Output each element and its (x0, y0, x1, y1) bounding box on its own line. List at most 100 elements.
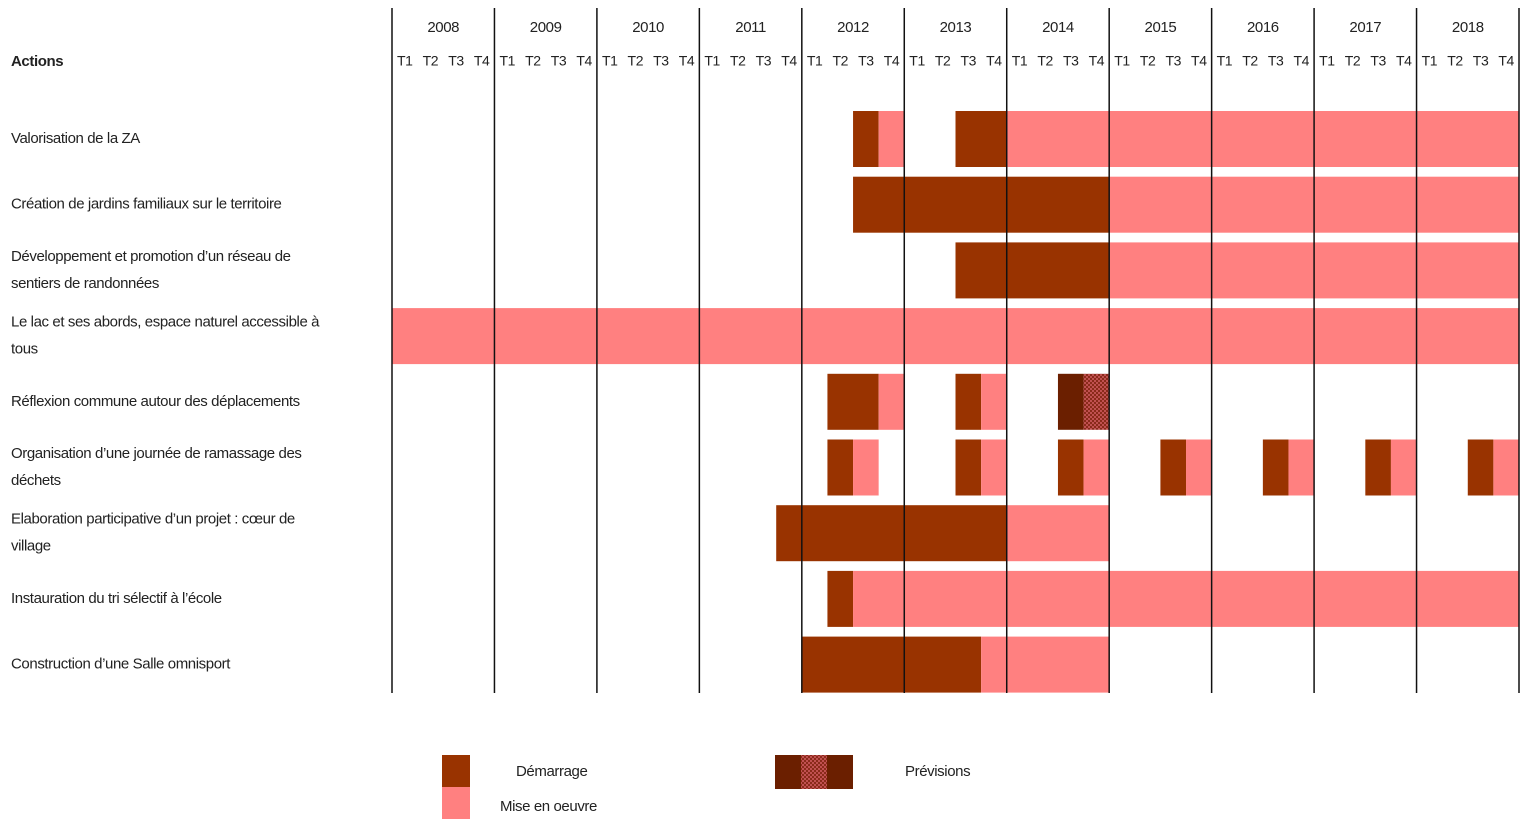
task-bar (1493, 439, 1519, 496)
task-bar (981, 636, 1110, 693)
quarter-label: T3 (961, 53, 977, 69)
task-bar (1057, 439, 1084, 496)
task-bar (827, 439, 854, 496)
task-bar (776, 505, 1007, 562)
task-bar (1186, 439, 1212, 496)
quarter-label: T3 (1165, 53, 1181, 69)
quarter-label: T4 (1294, 53, 1310, 69)
legend-swatch (827, 755, 853, 789)
quarter-label: T4 (576, 53, 592, 69)
quarter-label: T2 (1447, 53, 1463, 69)
quarter-label: T1 (909, 53, 925, 69)
task-bar (878, 111, 905, 167)
task-bar (1262, 439, 1289, 496)
task-bar (853, 570, 1519, 627)
quarter-label: T3 (756, 53, 772, 69)
quarter-label: T2 (628, 53, 644, 69)
task-bar (392, 308, 1519, 365)
quarter-label: T2 (1140, 53, 1156, 69)
quarter-label: T1 (397, 53, 413, 69)
task-label: Construction d’une Salle omnisport (11, 656, 231, 673)
task-label: tous (11, 341, 38, 358)
quarter-label: T2 (1345, 53, 1361, 69)
year-label: 2008 (427, 19, 459, 36)
task-bar (955, 111, 1007, 167)
task-bar (853, 439, 879, 496)
task-label: Réflexion commune autour des déplacement… (11, 393, 300, 410)
quarter-label: T4 (1191, 53, 1207, 69)
task-label: Développement et promotion d’un réseau d… (11, 248, 291, 265)
quarter-label: T1 (1114, 53, 1130, 69)
year-label: 2017 (1349, 19, 1381, 36)
quarter-label: T2 (1242, 53, 1258, 69)
task-bar (981, 439, 1007, 496)
legend-label: Démarrage (516, 763, 587, 780)
task-bar (1160, 439, 1187, 496)
task-bar (1467, 439, 1494, 496)
task-bar (1365, 439, 1391, 496)
task-bar (1390, 439, 1417, 496)
year-label: 2013 (940, 19, 972, 36)
year-label: 2015 (1145, 19, 1177, 36)
quarter-label: T1 (602, 53, 618, 69)
task-bar (801, 636, 982, 693)
legend-swatch (442, 787, 470, 819)
quarter-label: T3 (1063, 53, 1079, 69)
quarter-label: T3 (858, 53, 874, 69)
task-bar (1288, 439, 1315, 496)
task-bar (1006, 505, 1110, 562)
quarter-label: T3 (1268, 53, 1284, 69)
quarter-label: T3 (1473, 53, 1489, 69)
task-bar (955, 373, 982, 430)
quarter-label: T2 (935, 53, 951, 69)
task-bar (981, 373, 1007, 430)
quarter-label: T3 (448, 53, 464, 69)
task-label: Création de jardins familiaux sur le ter… (11, 196, 282, 213)
legend-swatch (801, 755, 827, 789)
quarter-label: T1 (499, 53, 515, 69)
task-bar (878, 373, 905, 430)
quarter-label: T4 (781, 53, 797, 69)
task-bar (1006, 111, 1519, 167)
quarter-label: T1 (1012, 53, 1028, 69)
task-bar (1083, 373, 1110, 430)
task-bar (1057, 373, 1084, 430)
quarter-label: T2 (423, 53, 439, 69)
quarter-label: T2 (730, 53, 746, 69)
quarter-label: T3 (653, 53, 669, 69)
year-label: 2012 (837, 19, 869, 36)
quarter-label: T4 (679, 53, 695, 69)
quarter-label: T2 (525, 53, 541, 69)
quarter-label: T3 (551, 53, 567, 69)
task-bar (827, 570, 854, 627)
quarter-label: T4 (1498, 53, 1514, 69)
quarter-label: T2 (1037, 53, 1053, 69)
task-label: sentiers de randonnées (11, 275, 159, 292)
legend-label: Prévisions (905, 763, 970, 780)
quarter-label: T4 (1396, 53, 1412, 69)
task-label: village (11, 538, 51, 555)
task-bar (853, 176, 1110, 233)
task-label: Valorisation de la ZA (11, 130, 140, 147)
year-label: 2009 (530, 19, 562, 36)
quarter-label: T1 (704, 53, 720, 69)
task-label: déchets (11, 472, 61, 489)
year-label: 2010 (632, 19, 664, 36)
quarter-label: T1 (1422, 53, 1438, 69)
quarter-label: T1 (807, 53, 823, 69)
quarter-label: T4 (986, 53, 1002, 69)
year-label: 2016 (1247, 19, 1279, 36)
task-label: Elaboration participative d’un projet : … (11, 511, 295, 528)
quarter-label: T4 (474, 53, 490, 69)
task-bar (955, 242, 1110, 299)
legend-swatch (442, 755, 470, 787)
quarter-label: T4 (884, 53, 900, 69)
task-label: Le lac et ses abords, espace naturel acc… (11, 314, 320, 331)
quarter-label: T4 (1089, 53, 1105, 69)
year-label: 2018 (1452, 19, 1484, 36)
quarter-label: T2 (832, 53, 848, 69)
quarter-label: T1 (1319, 53, 1335, 69)
quarter-label: T3 (1370, 53, 1386, 69)
legend-label: Mise en oeuvre (500, 798, 597, 815)
